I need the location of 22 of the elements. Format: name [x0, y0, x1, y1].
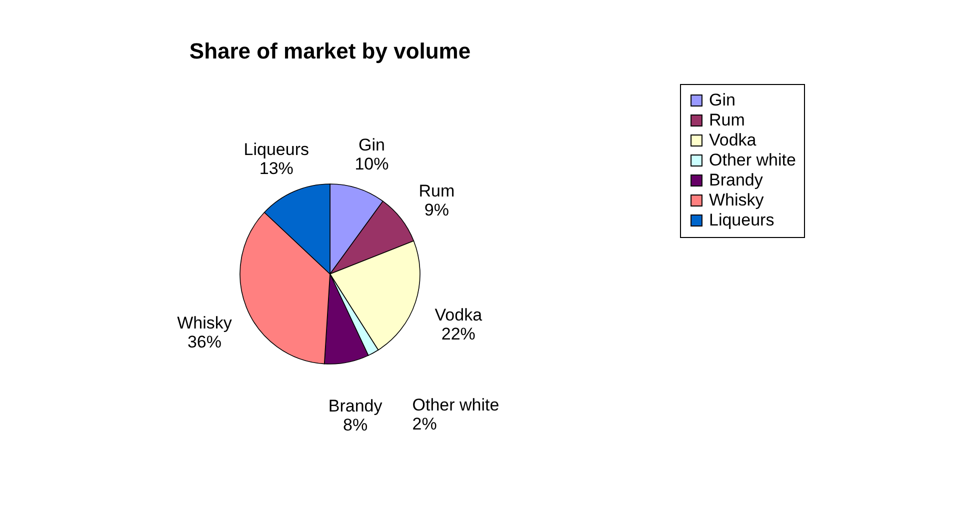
legend-label: Whisky	[709, 190, 764, 210]
slice-label: Whisky	[177, 314, 232, 333]
slice-label: Rum	[418, 181, 455, 200]
slice-label: Other white	[412, 395, 500, 414]
data-label: 36%	[187, 332, 222, 352]
slice-label: Gin	[358, 136, 385, 155]
legend-label: Brandy	[709, 170, 764, 190]
legend-label: Liqueurs	[709, 210, 774, 230]
slice-label: Liqueurs	[244, 140, 309, 160]
chart-title: Share of market by volume	[189, 38, 471, 64]
slice-label: Brandy	[328, 396, 383, 416]
legend-label: Rum	[709, 110, 745, 130]
data-label: 9%	[424, 200, 449, 220]
data-label: 2%	[412, 414, 437, 434]
data-label: 8%	[343, 416, 368, 435]
data-label: 22%	[441, 324, 476, 344]
slice-label: Vodka	[434, 306, 483, 325]
data-label: 13%	[259, 159, 294, 178]
data-label: 10%	[354, 154, 389, 174]
legend-label: Gin	[709, 90, 736, 110]
legend-label: Vodka	[709, 130, 757, 150]
legend-label: Other white	[709, 150, 796, 170]
